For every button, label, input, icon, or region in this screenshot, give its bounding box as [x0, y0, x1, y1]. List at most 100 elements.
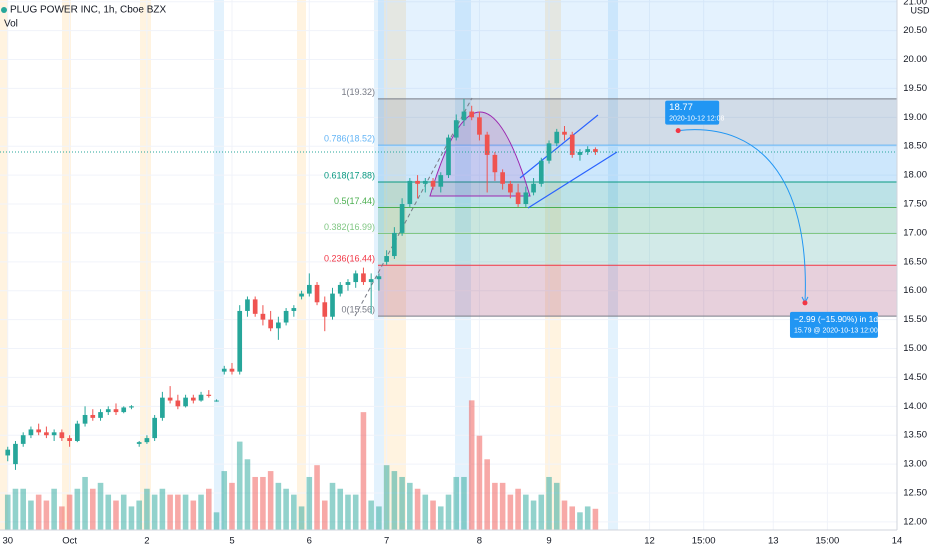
candle-body: [392, 232, 397, 257]
volume-bar: [20, 488, 26, 530]
candle-body: [577, 152, 583, 155]
candle-body: [98, 412, 103, 418]
volume-bar: [105, 494, 112, 530]
candle-body: [562, 131, 567, 135]
volume-bar: [391, 471, 398, 530]
candle-body: [221, 368, 227, 372]
candle-body: [152, 417, 157, 439]
candle-body: [260, 313, 266, 320]
volume-bar: [175, 494, 181, 530]
x-tick-label: 15:00: [692, 536, 716, 547]
volume-bar: [437, 506, 444, 530]
candle-body: [376, 276, 382, 280]
volume-bar: [383, 465, 390, 530]
candle-body: [306, 284, 312, 294]
y-tick-label: 13.50: [903, 430, 927, 441]
volume-bar: [476, 435, 483, 530]
candle-body: [337, 284, 343, 294]
volume-bar: [430, 500, 436, 530]
candle-body: [160, 397, 165, 418]
volume-bar: [291, 494, 297, 530]
volume-bar: [360, 412, 367, 530]
volume-bar: [321, 500, 328, 530]
candle-body: [105, 409, 111, 413]
volume-bar: [198, 494, 204, 530]
candle-body: [74, 423, 80, 441]
volume-bar: [113, 500, 119, 530]
x-tick-label: Oct: [62, 536, 77, 547]
candle-body: [523, 192, 529, 205]
volume-bar: [561, 500, 568, 530]
volume-bar: [546, 476, 552, 530]
volume-bar: [151, 494, 158, 530]
candle-body: [361, 273, 366, 283]
candle-body: [67, 438, 72, 441]
y-tick-label: 13.00: [903, 459, 927, 470]
volume-bar: [206, 488, 212, 530]
candle-body: [508, 183, 513, 193]
volume-bar: [97, 482, 104, 530]
volume-bar: [399, 476, 405, 530]
y-tick-label: 19.00: [903, 112, 927, 123]
x-tick-label: 15:00: [816, 536, 840, 547]
volume-bar: [414, 488, 421, 530]
volume-bar: [82, 476, 88, 530]
candle-body: [245, 299, 250, 311]
candle-body: [353, 273, 359, 283]
volume-bar: [12, 488, 19, 530]
volume-bar: [407, 482, 413, 530]
candle-body: [129, 406, 134, 408]
fib-label: 0.618(17.88): [324, 170, 375, 180]
x-tick-label: 5: [229, 536, 234, 547]
volume-bar: [252, 476, 258, 530]
x-tick-label: 14: [892, 536, 903, 547]
volume-bar: [592, 508, 599, 530]
candle-body: [237, 310, 243, 372]
x-tick-label: 12: [644, 536, 655, 547]
volume-bar: [260, 476, 266, 530]
candle-body: [384, 256, 389, 262]
candle-body: [345, 282, 351, 285]
candle-body: [531, 183, 536, 193]
candle-body: [446, 137, 451, 176]
candle-body: [5, 449, 11, 456]
fib-label: 1(19.32): [341, 87, 375, 97]
volume-bar: [283, 488, 289, 530]
candle-body: [167, 397, 173, 401]
candle-body: [121, 407, 127, 413]
x-tick-label: 2: [144, 536, 149, 547]
volume-bar: [136, 500, 142, 530]
volume-bar: [275, 482, 282, 530]
candle-body: [136, 442, 142, 444]
prediction-arc: [678, 129, 806, 303]
volume-bar: [4, 494, 11, 530]
y-tick-label: 20.50: [903, 25, 927, 36]
volume-bar: [236, 441, 243, 530]
y-tick-label: 17.00: [903, 227, 927, 238]
candle-body: [593, 149, 598, 153]
candle-body: [569, 134, 575, 155]
candle-body: [183, 397, 188, 407]
y-tick-label: 21.00: [903, 0, 927, 7]
volume-bar: [298, 506, 305, 530]
candle-body: [438, 175, 444, 187]
currency: USD: [910, 5, 930, 15]
candle-body: [36, 429, 42, 433]
status-dot: [1, 7, 7, 13]
y-tick-label: 14.50: [903, 372, 927, 383]
x-tick-label: 30: [2, 536, 13, 547]
prediction-start-time: 2020-10-12 12:08: [669, 115, 724, 122]
prediction-start-price: 18.77: [669, 102, 693, 113]
volume-bar: [43, 500, 50, 530]
volume-bar: [422, 494, 429, 530]
volume-bar: [182, 494, 189, 530]
candle-body: [554, 131, 560, 144]
volume-bar: [492, 482, 498, 530]
volume-bar: [499, 482, 506, 530]
candle-body: [477, 117, 482, 135]
x-tick-label: 13: [768, 536, 779, 547]
y-tick-label: 15.50: [903, 314, 927, 325]
y-tick-label: 20.00: [903, 54, 927, 65]
candle-body: [206, 394, 212, 396]
